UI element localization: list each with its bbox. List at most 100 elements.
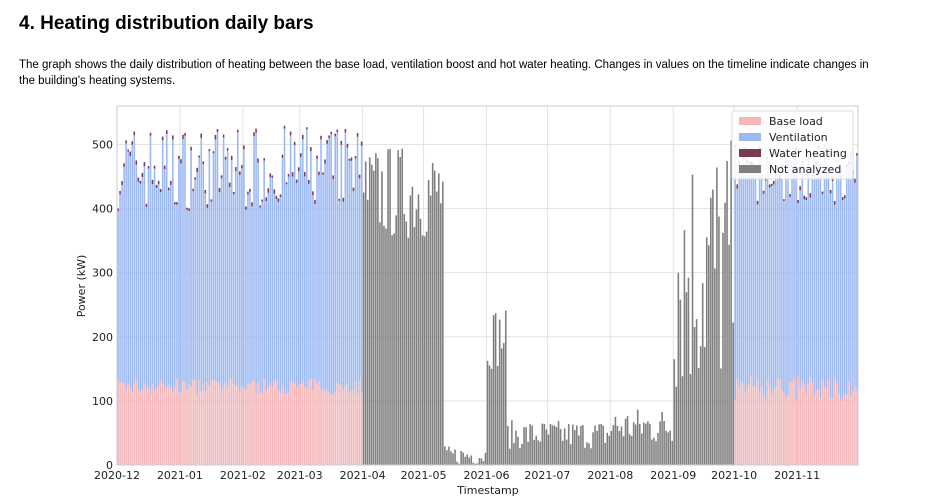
bar-base-load [174, 387, 176, 465]
bar-ventilation [139, 183, 142, 393]
bar-water-heating [293, 141, 296, 146]
bar-ventilation [748, 164, 751, 384]
bar-not-analyzed [647, 421, 649, 465]
bar-base-load [774, 386, 777, 465]
bar-water-heating [299, 153, 302, 157]
bar-ventilation [117, 211, 119, 380]
bar-base-load [734, 399, 736, 465]
bar-water-heating [208, 149, 211, 152]
bar-not-analyzed [490, 368, 493, 465]
bar-ventilation [738, 162, 741, 387]
bar-water-heating [192, 188, 194, 192]
bar-base-load [809, 377, 812, 465]
bar-ventilation [151, 184, 154, 384]
bar-ventilation [821, 194, 824, 380]
bar-base-load [178, 392, 180, 465]
bar-base-load [245, 389, 247, 465]
bar-water-heating [783, 199, 785, 202]
bar-water-heating [338, 198, 341, 201]
bar-base-load [200, 391, 203, 465]
bar-not-analyzed [433, 170, 436, 466]
y-tick-label: 300 [92, 267, 113, 280]
bar-not-analyzed [732, 322, 734, 465]
bar-base-load [358, 381, 361, 465]
bar-base-load [332, 394, 335, 465]
bar-not-analyzed [484, 452, 487, 465]
bar-water-heating [841, 197, 844, 201]
bar-water-heating [174, 202, 176, 205]
bar-ventilation [133, 135, 136, 384]
bar-water-heating [277, 198, 280, 202]
x-tick-label: 2020-12 [94, 469, 140, 482]
bar-ventilation [764, 180, 767, 400]
bar-not-analyzed [545, 429, 548, 465]
bar-water-heating [736, 184, 738, 189]
bar-base-load [216, 382, 219, 465]
bar-ventilation [184, 135, 186, 383]
bar-ventilation [196, 172, 198, 395]
bar-base-load [768, 385, 771, 465]
legend-swatch [739, 165, 761, 173]
x-axis-ticks: 2020-12 2021-01 2021-02 2021-03 2021-04 2021-… [94, 469, 820, 482]
bar-ventilation [358, 178, 361, 382]
bar-water-heating [228, 182, 231, 188]
bar-water-heating [137, 177, 140, 182]
bar-not-analyzed [626, 416, 629, 465]
bar-water-heating [143, 162, 146, 167]
bar-water-heating [188, 208, 190, 211]
bar-not-analyzed [675, 386, 678, 465]
bar-base-load [783, 393, 785, 465]
bar-water-heating [809, 193, 812, 198]
bar-ventilation [768, 187, 771, 386]
bar-ventilation [216, 132, 219, 383]
bar-not-analyzed [677, 272, 680, 465]
bar-ventilation [312, 195, 314, 391]
bar-water-heating [123, 163, 125, 167]
bar-ventilation [736, 188, 738, 379]
bar-base-load [145, 390, 148, 465]
bar-not-analyzed [549, 423, 552, 465]
bar-ventilation [257, 162, 259, 383]
bar-ventilation [267, 192, 270, 388]
bar-not-analyzed [547, 434, 550, 465]
bar-not-analyzed [620, 426, 623, 465]
bar-not-analyzed [649, 423, 651, 465]
bar-not-analyzed [596, 430, 598, 465]
bar-base-load [777, 377, 779, 465]
bar-base-load [308, 380, 310, 465]
bar-water-heating [172, 135, 174, 140]
bar-base-load [301, 380, 304, 465]
bar-base-load [736, 378, 738, 465]
bar-base-load [762, 394, 765, 465]
bar-base-load [125, 390, 127, 465]
bar-not-analyzed [543, 423, 546, 465]
y-axis-label: Power (kW) [75, 255, 88, 318]
bar-not-analyzed [429, 195, 432, 465]
bar-ventilation [322, 174, 324, 389]
bar-not-analyzed [653, 437, 655, 465]
bar-ventilation [119, 194, 121, 383]
bar-not-analyzed [604, 442, 607, 465]
bar-not-analyzed [366, 199, 369, 465]
bar-water-heating [356, 133, 359, 137]
bar-base-load [149, 393, 152, 465]
bar-base-load [117, 379, 119, 465]
bar-base-load [310, 379, 312, 465]
bar-water-heating [194, 177, 196, 180]
bar-not-analyzed [511, 420, 513, 465]
bar-base-load [805, 393, 808, 465]
bar-ventilation [287, 176, 290, 394]
bar-not-analyzed [527, 441, 529, 465]
bar-ventilation [190, 150, 192, 387]
bar-ventilation [831, 181, 834, 398]
bar-not-analyzed [669, 430, 672, 465]
bar-water-heating [756, 200, 759, 205]
bar-base-load [135, 379, 138, 465]
bar-base-load [192, 380, 194, 465]
bar-base-load [129, 386, 131, 465]
bar-ventilation [346, 147, 349, 384]
bar-base-load [752, 386, 755, 465]
bar-not-analyzed [683, 230, 686, 465]
bar-not-analyzed [681, 376, 684, 465]
bar-ventilation [301, 139, 304, 381]
